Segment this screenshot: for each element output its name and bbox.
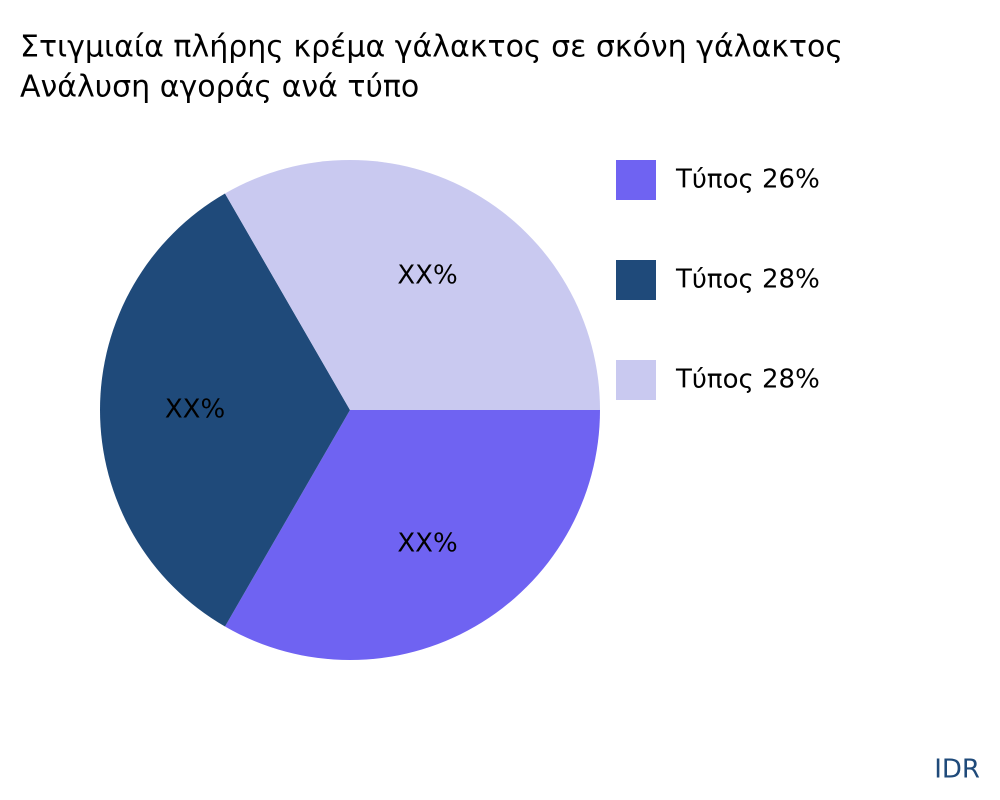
legend-label: Τύπος 26% <box>675 165 820 195</box>
chart-subtitle: Ανάλυση αγοράς ανά τύπο <box>20 70 419 105</box>
legend-swatch <box>616 260 656 300</box>
chart-title: Στιγμιαία πλήρης κρέμα γάλακτος σε σκόνη… <box>20 30 843 65</box>
data-label: XX% <box>397 529 457 559</box>
data-label: XX% <box>397 260 457 290</box>
data-label: XX% <box>165 395 225 425</box>
source: IDR <box>934 755 980 785</box>
legend-swatch <box>616 360 656 400</box>
legend-label: Τύπος 28% <box>675 365 820 395</box>
legend-label: Τύπος 28% <box>675 265 820 295</box>
pie-slice <box>225 410 600 660</box>
pie-slice <box>225 160 600 410</box>
legend-swatch <box>616 160 656 200</box>
